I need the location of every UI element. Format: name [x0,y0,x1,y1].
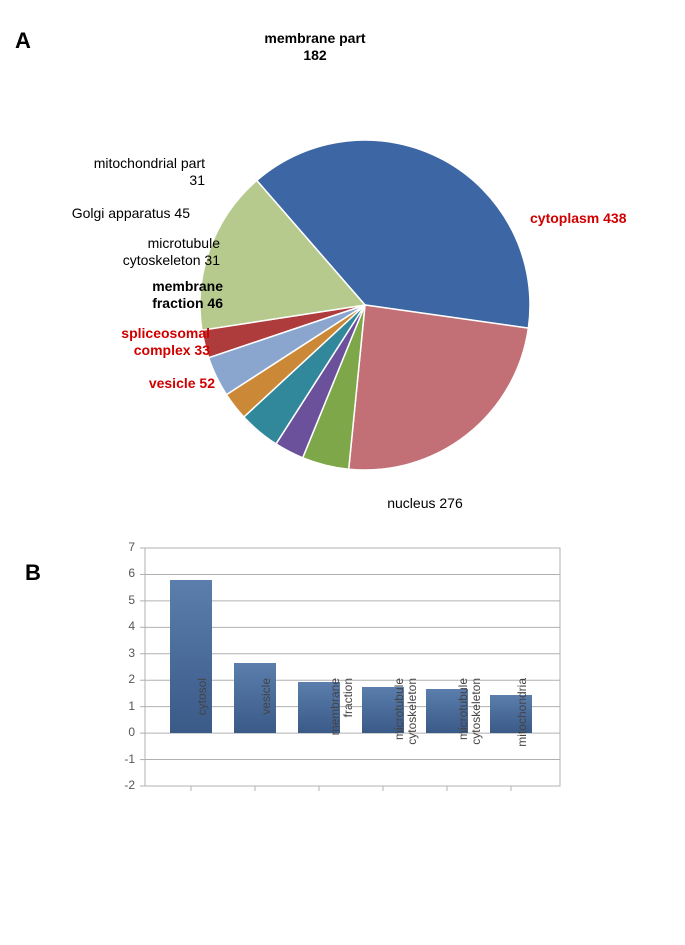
pie-label-vesicle: vesicle 52 [85,375,215,392]
pie-label-membrane_fraction: membrane fraction 46 [93,278,223,312]
pie-label-spliceosomal_complex: spliceosomal complex 33 [80,325,210,359]
ytick-label: -2 [105,778,135,792]
ytick-label: 0 [105,725,135,739]
panel-b-label: B [25,560,41,586]
xlabel-3: microtubulecytoskeleton [393,678,418,798]
ytick-label: 6 [105,566,135,580]
ytick-label: 3 [105,646,135,660]
pie-label-microtubule_cytoskeleton: microtubule cytoskeleton 31 [90,235,220,269]
xlabel-2: membranefraction [329,678,354,798]
xlabel-5: mitochondria [515,678,529,798]
pie-chart: cytoplasm 438nucleus 276vesicle 52splice… [75,30,635,540]
pie-label-membrane_part: membrane part 182 [225,30,405,64]
xlabel-4: microtubulecytoskeleton [457,678,482,798]
ytick-label: 7 [105,540,135,554]
ytick-label: -1 [105,752,135,766]
panel-a-label: A [15,28,31,54]
ytick-label: 4 [105,619,135,633]
xlabel-0: cytosol [195,678,209,798]
ytick-label: 5 [105,593,135,607]
pie-label-golgi_apparatus: Golgi apparatus 45 [60,205,190,222]
pie-label-mitochondrial_part: mitochondrial part 31 [75,155,205,189]
pie-label-cytoplasm: cytoplasm 438 [530,210,660,227]
pie-slice-nucleus [349,305,529,470]
bar-chart: -2 -1 0 1 2 3 4 5 6 7 cytosol vesicle membranefracti… [105,540,585,940]
pie-label-nucleus: nucleus 276 [335,495,515,512]
xlabel-1: vesicle [259,678,273,798]
ytick-label: 1 [105,699,135,713]
ytick-label: 2 [105,672,135,686]
